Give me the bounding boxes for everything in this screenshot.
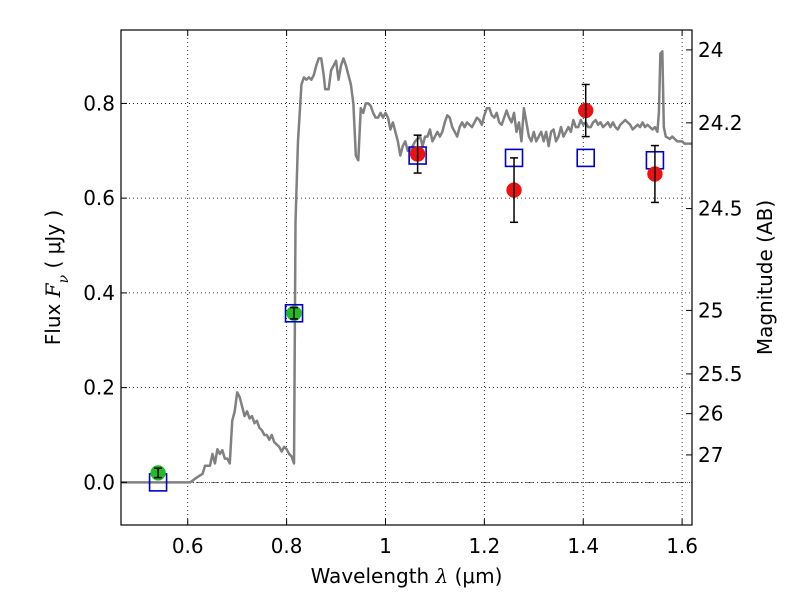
x-tick-label-4: 1.4	[567, 534, 599, 558]
error-bar-3-3	[650, 144, 659, 204]
x-tick-label-1: 0.8	[271, 534, 303, 558]
y-tick-label-0: 0.0	[83, 470, 115, 494]
y-tick-label-2: 0.4	[83, 281, 115, 305]
grid	[121, 30, 692, 525]
error-bar-2-1	[290, 306, 299, 320]
y2-tick-label-4: 25.5	[698, 362, 743, 386]
x-tick-label-0: 0.6	[172, 534, 204, 558]
x-tick-label-5: 1.6	[666, 534, 698, 558]
model-point-1	[284, 303, 304, 323]
x-tick-label-2: 1	[379, 534, 392, 558]
y-axis-label: Flux Fν ( μJy )	[41, 210, 72, 345]
y2-tick-label-6: 27	[698, 443, 723, 467]
error-bar-3-0	[413, 134, 422, 174]
y2-axis-label: Magnitude (AB)	[753, 200, 777, 355]
x-tick-label-3: 1.2	[468, 534, 500, 558]
model-point-4	[576, 148, 596, 168]
error-bar-3-2	[581, 83, 590, 138]
ticks: 0.6 0.8 1 1.2 1.4 1.6 0.0 0.2 0.4 0.6 0.8 24 24.2 24.…	[83, 30, 743, 558]
series-near-IR-photometry	[409, 83, 663, 224]
y2-tick-label-2: 24.5	[698, 197, 743, 221]
axis-labels: Wavelength λ (μm) Flux Fν ( μJy ) Magnit…	[41, 200, 777, 588]
y-tick-label-3: 0.6	[83, 186, 115, 210]
y2-tick-label-1: 24.2	[698, 111, 743, 135]
spectrum-line	[121, 50, 692, 484]
y-tick-label-1: 0.2	[83, 376, 115, 400]
series-optical-photometry	[150, 305, 302, 481]
x-axis-label: Wavelength λ (μm)	[311, 564, 503, 588]
y2-tick-label-3: 25	[698, 298, 723, 322]
y2-tick-label-0: 24	[698, 38, 723, 62]
y2-tick-label-5: 26	[698, 402, 723, 426]
series-model-spectrum	[121, 50, 692, 484]
y-tick-label-4: 0.8	[83, 91, 115, 115]
series-layer	[121, 50, 692, 492]
error-bar-2-0	[154, 467, 163, 479]
error-bar-3-1	[510, 157, 519, 224]
plot-frame	[120, 29, 693, 526]
